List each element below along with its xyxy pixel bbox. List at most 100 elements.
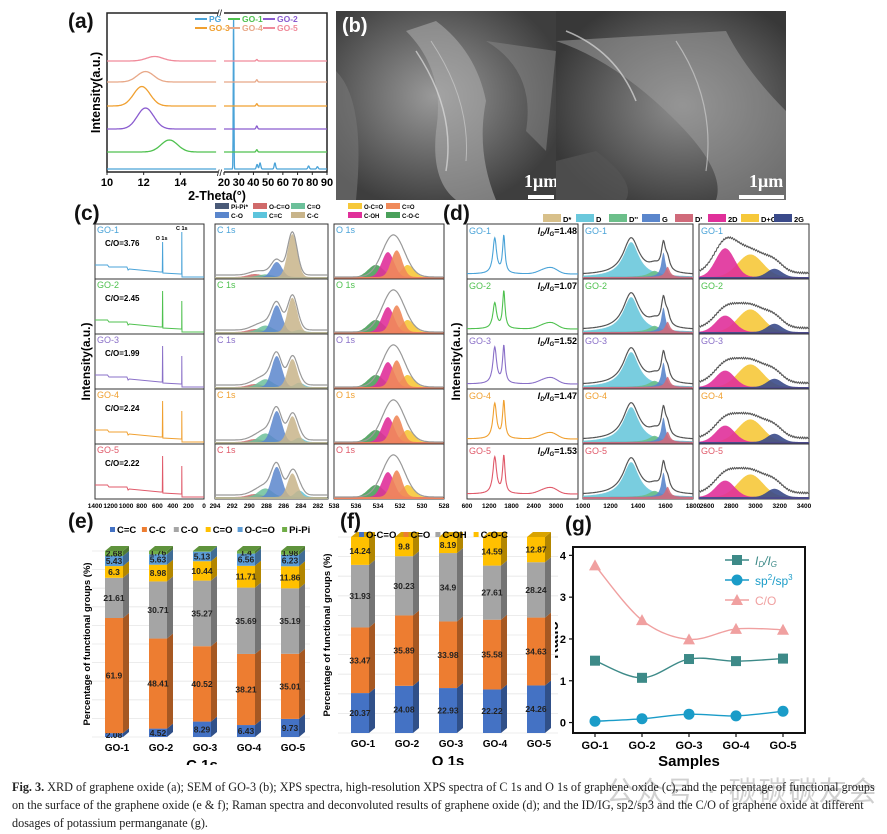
x-axis-label: C 1s bbox=[186, 757, 218, 765]
raman-envelope bbox=[583, 457, 693, 495]
sem-image-right: 1μm bbox=[556, 11, 786, 200]
data-point-ID/IG bbox=[590, 655, 600, 666]
bar-top bbox=[527, 532, 551, 537]
y-tick-label: 2 bbox=[560, 634, 566, 646]
bar-side-C=O bbox=[211, 556, 217, 581]
bar-segment-O-C=O bbox=[351, 693, 369, 733]
survey-spectrum bbox=[95, 400, 204, 443]
o1s-component bbox=[334, 307, 444, 334]
legend-swatch bbox=[348, 203, 362, 209]
bar-top bbox=[439, 532, 463, 537]
legend-swatch bbox=[348, 212, 362, 218]
bar-value-label: 4.52 bbox=[150, 728, 167, 738]
legend-label: O-C=O bbox=[366, 530, 396, 541]
x-tick-label: GO-2 bbox=[149, 743, 174, 754]
x-tick-label: GO-4 bbox=[483, 739, 508, 750]
raman-component bbox=[699, 254, 809, 279]
bar-segment-C-O-C bbox=[527, 537, 545, 563]
bar-segment-C=O bbox=[483, 619, 501, 690]
co-ratio-label: C/O=1.99 bbox=[105, 349, 140, 358]
legend-swatch bbox=[205, 527, 211, 532]
sample-label: GO-2 bbox=[585, 281, 607, 291]
bar-side-C-O bbox=[255, 582, 261, 654]
x-tick-label: 70 bbox=[291, 177, 303, 189]
legend-label: C-O-C bbox=[481, 530, 509, 541]
bar-value-label: 14.59 bbox=[481, 546, 503, 556]
bar-side-C-O-C bbox=[545, 532, 551, 563]
raman-component bbox=[699, 480, 809, 499]
raman-component bbox=[583, 242, 693, 279]
legend-label: C-C bbox=[307, 213, 319, 220]
bar-side-C-OH bbox=[545, 557, 551, 618]
x-tick-label: 80 bbox=[306, 177, 318, 189]
data-point-ID/IG bbox=[637, 672, 647, 683]
bar-segment-Pi-Pi* bbox=[105, 551, 123, 556]
caption-fig-number: Fig. 3. bbox=[12, 780, 45, 794]
bar-segment-C=O bbox=[149, 564, 167, 582]
raman-envelope bbox=[698, 356, 810, 385]
bar-value-label: 24.26 bbox=[525, 704, 547, 714]
xrd-chart: // // 10 12 14 20 30 40 50 60 70 80 90 2-Theta(°) Inte… bbox=[89, 8, 333, 203]
bar-top bbox=[149, 545, 173, 551]
c1s-stacked-bar-chart: 2.08 61.9 21.61 6.35.432.68 GO-1 4.52 48.41 30.… bbox=[82, 525, 310, 765]
legend-swatch bbox=[359, 532, 364, 537]
raman-component bbox=[583, 431, 693, 444]
xrd-line-GO-4 bbox=[107, 70, 217, 83]
raman-envelope bbox=[698, 236, 810, 275]
bar-value-label: 9.73 bbox=[282, 723, 299, 733]
data-point-sp2/sp3 bbox=[730, 710, 742, 722]
bar-side-C=C bbox=[299, 713, 305, 737]
bar-value-label: 33.98 bbox=[437, 650, 459, 660]
figure-caption: Fig. 3. XRD of graphene oxide (a); SEM o… bbox=[12, 778, 880, 832]
xrd-line-GO-1 bbox=[224, 149, 327, 153]
o1s-component bbox=[334, 360, 444, 389]
x-tick-label: 1400 bbox=[631, 503, 646, 510]
sample-label: GO-3 bbox=[585, 336, 607, 346]
bar-top bbox=[105, 546, 129, 551]
c1s-component bbox=[215, 473, 328, 499]
x-tick-label: 528 bbox=[439, 503, 450, 510]
legend-label: G bbox=[662, 215, 668, 224]
bar-value-label: 22.93 bbox=[437, 706, 459, 716]
bar-value-label: 6.56 bbox=[238, 555, 255, 565]
x-tick-label: 600 bbox=[152, 503, 163, 510]
bar-segment-Pi-Pi* bbox=[281, 551, 299, 555]
sample-label: GO-1 bbox=[469, 226, 491, 236]
bar-side-O-C=O bbox=[123, 550, 129, 567]
survey-spectrum bbox=[95, 290, 204, 333]
o1s-envelope bbox=[334, 344, 444, 388]
x-tick-label: 90 bbox=[321, 177, 333, 189]
bar-value-label: 9.8 bbox=[398, 542, 410, 552]
bar-value-label: 2.08 bbox=[106, 730, 123, 740]
peak-label: C 1s bbox=[176, 226, 188, 232]
xrd-line-GO-2 bbox=[107, 107, 217, 130]
bar-value-label: 8.98 bbox=[150, 568, 167, 578]
raman-spectrum bbox=[467, 234, 578, 275]
x-tick-label: GO-2 bbox=[629, 740, 656, 752]
bar-value-label: 11.71 bbox=[236, 572, 257, 582]
scale-bar-right bbox=[739, 195, 784, 199]
bar-value-label: 35.19 bbox=[279, 616, 301, 626]
spectrum-label: C 1s bbox=[217, 335, 236, 345]
raman-component bbox=[583, 266, 693, 279]
bar-segment-C-C bbox=[281, 653, 299, 719]
x-tick-label: GO-1 bbox=[105, 743, 130, 754]
bar-side-C-OH bbox=[457, 548, 463, 622]
o1s-component bbox=[334, 470, 444, 499]
legend-label: 2D bbox=[728, 215, 738, 224]
raman-component bbox=[699, 268, 809, 279]
x-tick-label: 2800 bbox=[724, 503, 739, 510]
scale-bar-label-left: 1μm bbox=[524, 171, 556, 191]
o1s-stacked-bar-chart: 20.37 33.47 31.93 14.24 GO-1 24.08 35.89 30.23 9… bbox=[322, 530, 558, 765]
x-tick-label: 60 bbox=[277, 177, 289, 189]
sample-label: GO-1 bbox=[701, 226, 723, 236]
o1s-envelope bbox=[334, 234, 444, 278]
spectrum-label: O 1s bbox=[336, 280, 356, 290]
bar-segment-C-OH bbox=[527, 562, 545, 618]
o1s-component bbox=[334, 430, 444, 444]
y-axis-label: Ratio bbox=[555, 621, 562, 659]
bar-value-label: 27.61 bbox=[481, 588, 503, 598]
raman-envelope bbox=[698, 411, 810, 440]
data-point-C/O bbox=[589, 559, 601, 571]
x-axis-label: O 1s bbox=[432, 753, 465, 765]
